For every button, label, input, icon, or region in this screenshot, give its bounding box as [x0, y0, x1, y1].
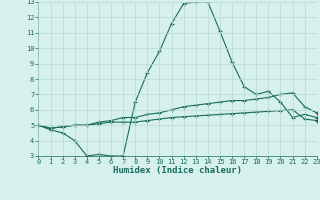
X-axis label: Humidex (Indice chaleur): Humidex (Indice chaleur): [113, 166, 242, 175]
